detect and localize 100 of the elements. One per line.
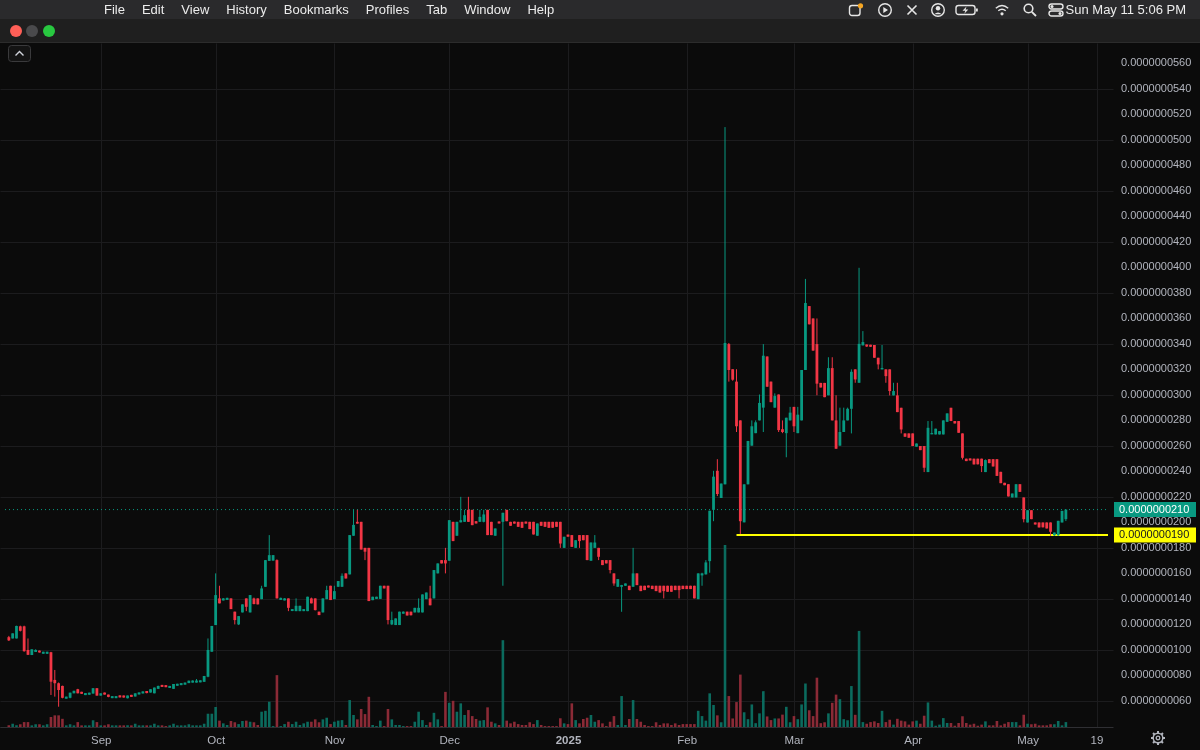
- bar: [873, 721, 876, 727]
- text: Help: [527, 2, 555, 17]
- bar: [915, 720, 918, 727]
- candlestick: [715, 458, 719, 497]
- y-tick-label: 0.0000000520: [1121, 107, 1192, 120]
- x-tick-label: Apr: [904, 733, 923, 746]
- y-tick-label: 0.0000000120: [1121, 617, 1192, 630]
- bar: [850, 686, 853, 727]
- bar: [237, 724, 240, 727]
- bar: [597, 720, 600, 727]
- y-tick-label: 0.0000000300: [1121, 387, 1192, 400]
- y-tick-label: 0.0000000460: [1121, 183, 1192, 196]
- candlestick: [444, 547, 447, 574]
- bar: [329, 724, 332, 727]
- text: File: [104, 2, 125, 17]
- bar: [685, 724, 689, 727]
- y-tick-label: 0.0000000240: [1121, 464, 1192, 477]
- candlestick: [1022, 496, 1026, 523]
- bar: [696, 710, 700, 727]
- x-tick-label: Sep: [91, 733, 112, 746]
- bar: [153, 723, 156, 727]
- bar: [482, 720, 486, 727]
- bar: [961, 716, 964, 727]
- bar: [53, 715, 57, 727]
- bar: [34, 724, 37, 727]
- bar: [1056, 720, 1060, 727]
- bar: [869, 722, 872, 727]
- bar: [447, 702, 451, 727]
- bar: [888, 719, 891, 727]
- y-tick-label: 0.0000000140: [1121, 591, 1192, 604]
- bar: [172, 723, 175, 727]
- bar: [302, 723, 306, 727]
- bar: [283, 724, 286, 727]
- bar: [739, 674, 742, 727]
- bar: [379, 720, 382, 727]
- bar: [578, 723, 581, 727]
- bar: [214, 706, 217, 727]
- y-tick-label: 0.0000000060: [1121, 693, 1192, 706]
- bar: [1030, 724, 1033, 727]
- bar: [1007, 722, 1010, 727]
- bar: [559, 718, 562, 727]
- bar: [513, 721, 516, 727]
- text: Profiles: [365, 2, 410, 17]
- bar: [896, 718, 899, 727]
- x-tick-label: May: [1017, 733, 1040, 746]
- bar: [505, 720, 509, 727]
- y-tick-label: 0.0000000100: [1121, 642, 1192, 655]
- x-tick-label: Nov: [324, 733, 346, 746]
- y-tick-label: 0.0000000320: [1121, 362, 1192, 375]
- candlestick: [467, 496, 470, 523]
- bar: [627, 718, 631, 727]
- bar: [911, 721, 914, 727]
- y-tick-label: 0.0000000400: [1121, 260, 1192, 273]
- y-tick-label: 0.0000000420: [1121, 234, 1192, 247]
- y-tick-label: 0.0000000080: [1121, 668, 1192, 681]
- candlestick: [784, 417, 788, 458]
- bar: [942, 718, 945, 727]
- text: Tab: [426, 2, 448, 17]
- text: History: [226, 2, 267, 17]
- bar: [784, 706, 788, 727]
- y-tick-label: 0.0000000560: [1121, 56, 1192, 69]
- bar: [639, 721, 643, 727]
- bar: [486, 707, 489, 727]
- bar: [582, 718, 585, 727]
- bar: [516, 724, 520, 727]
- bar: [19, 724, 22, 727]
- candlestick: [888, 368, 892, 396]
- bar: [38, 724, 41, 727]
- y-tick-label: 0.0000000260: [1121, 438, 1192, 451]
- bar: [532, 724, 535, 727]
- bar: [61, 718, 64, 727]
- bar: [823, 722, 826, 727]
- bar: [57, 715, 60, 727]
- bar: [1003, 723, 1006, 727]
- bar: [693, 724, 696, 727]
- bar: [528, 722, 531, 727]
- ref-line-label: 0.0000000210: [1119, 502, 1190, 515]
- bar: [76, 722, 80, 727]
- bar: [689, 724, 692, 727]
- x-tick-label: Oct: [207, 733, 226, 746]
- bar: [444, 691, 447, 727]
- y-tick-label: 0.0000000200: [1121, 515, 1192, 528]
- bar: [218, 720, 221, 727]
- bar: [290, 724, 294, 727]
- text: Bookmarks: [283, 2, 349, 17]
- bar: [260, 711, 263, 727]
- bar: [493, 723, 497, 727]
- y-tick-label: 0.0000000180: [1121, 540, 1192, 553]
- bar: [287, 721, 290, 727]
- bar: [762, 691, 765, 727]
- bar: [1010, 722, 1014, 727]
- annotation: 0.0000000190: [1119, 528, 1190, 541]
- bar: [601, 723, 604, 727]
- bar: [325, 717, 329, 727]
- bar: [1033, 723, 1037, 727]
- bar: [980, 724, 983, 727]
- bar: [333, 721, 336, 727]
- y-tick-label: 0.0000000340: [1121, 336, 1192, 349]
- bar: [865, 723, 869, 727]
- bar: [313, 719, 317, 727]
